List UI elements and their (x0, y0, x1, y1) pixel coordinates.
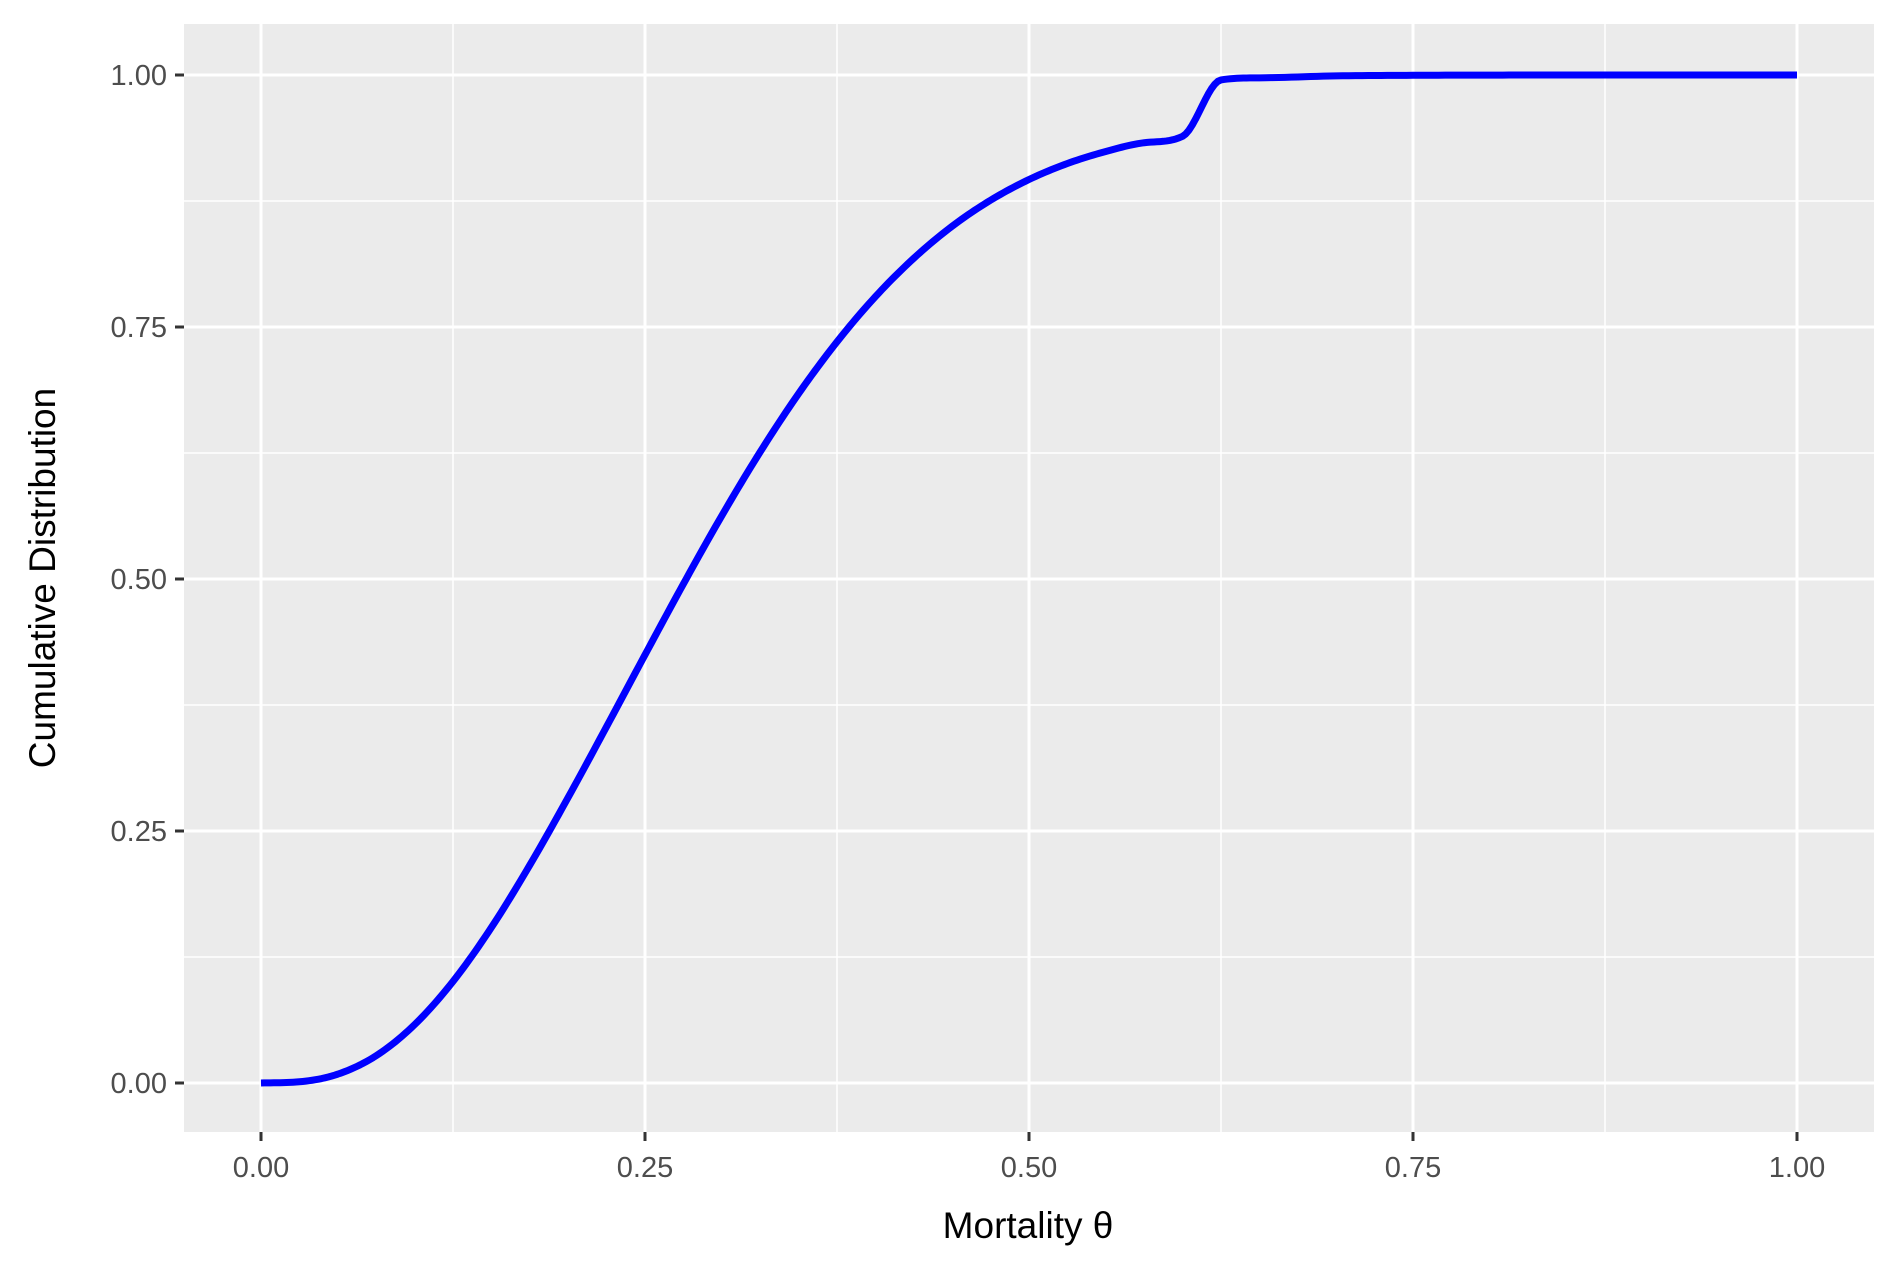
x-tick-label: 0.00 (233, 1152, 289, 1184)
x-tick-label: 1.00 (1769, 1152, 1825, 1184)
y-tick-label: 0.00 (111, 1068, 167, 1100)
x-axis: 0.00 0.25 0.50 0.75 1.00 (233, 1132, 1825, 1184)
y-axis: 0.00 0.25 0.50 0.75 1.00 (111, 60, 184, 1100)
cdf-line (260, 71, 1797, 1087)
x-tick-label: 0.50 (1001, 1152, 1057, 1184)
x-tick-label: 0.75 (1385, 1152, 1441, 1184)
y-tick-label: 0.75 (111, 312, 167, 344)
grid-major (184, 24, 1874, 1132)
x-tick-label: 0.25 (617, 1152, 673, 1184)
y-tick-label: 0.25 (111, 816, 167, 848)
y-axis-title: Cumulative Distribution (22, 388, 63, 768)
y-tick-label: 0.50 (111, 564, 167, 596)
x-axis-title: Mortality θ (943, 1205, 1114, 1246)
y-tick-label: 1.00 (111, 60, 167, 92)
